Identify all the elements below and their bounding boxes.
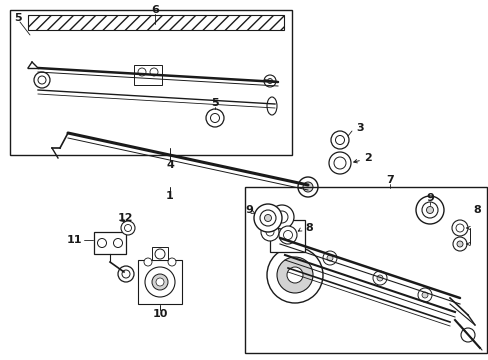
Text: 7: 7 xyxy=(386,175,393,185)
Circle shape xyxy=(460,328,474,342)
Circle shape xyxy=(261,223,279,241)
Circle shape xyxy=(260,210,275,226)
Circle shape xyxy=(415,196,443,224)
Bar xyxy=(269,220,305,252)
Text: 11: 11 xyxy=(66,235,82,245)
Circle shape xyxy=(267,78,272,84)
Circle shape xyxy=(376,275,382,281)
Circle shape xyxy=(156,278,163,286)
Circle shape xyxy=(205,109,224,127)
Circle shape xyxy=(426,207,433,213)
Circle shape xyxy=(303,182,312,192)
Circle shape xyxy=(121,221,135,235)
Circle shape xyxy=(265,228,273,236)
Circle shape xyxy=(97,239,106,248)
Text: 8: 8 xyxy=(305,223,312,233)
Circle shape xyxy=(275,211,287,223)
Text: 1: 1 xyxy=(166,191,174,201)
Circle shape xyxy=(452,237,466,251)
Text: 3: 3 xyxy=(355,123,363,133)
Bar xyxy=(244,187,486,353)
Text: 9: 9 xyxy=(425,193,433,203)
Circle shape xyxy=(143,258,152,266)
Circle shape xyxy=(145,267,175,297)
Circle shape xyxy=(328,152,350,174)
Circle shape xyxy=(122,270,130,278)
Circle shape xyxy=(417,288,431,302)
Text: 2: 2 xyxy=(364,153,371,163)
Circle shape xyxy=(333,157,346,169)
Circle shape xyxy=(266,247,323,303)
Circle shape xyxy=(34,72,50,88)
Circle shape xyxy=(168,258,176,266)
Text: 10: 10 xyxy=(152,309,167,319)
Bar xyxy=(94,232,126,254)
Circle shape xyxy=(286,267,303,283)
Bar xyxy=(10,10,291,155)
Text: 9: 9 xyxy=(244,205,252,215)
Bar xyxy=(152,247,168,260)
Circle shape xyxy=(330,131,348,149)
Circle shape xyxy=(38,76,46,84)
Circle shape xyxy=(279,226,296,244)
Circle shape xyxy=(323,251,336,265)
Circle shape xyxy=(269,205,293,229)
Circle shape xyxy=(124,225,131,231)
Circle shape xyxy=(335,135,344,144)
Ellipse shape xyxy=(266,97,276,115)
Circle shape xyxy=(253,204,282,232)
Circle shape xyxy=(326,255,332,261)
Circle shape xyxy=(138,68,146,76)
Text: 12: 12 xyxy=(118,213,133,223)
Circle shape xyxy=(276,257,312,293)
Text: 5: 5 xyxy=(14,13,22,23)
Circle shape xyxy=(264,215,271,221)
Circle shape xyxy=(421,202,437,218)
Circle shape xyxy=(152,274,168,290)
Circle shape xyxy=(456,241,462,247)
Text: 6: 6 xyxy=(151,5,159,15)
Circle shape xyxy=(421,292,427,298)
Circle shape xyxy=(297,177,317,197)
Circle shape xyxy=(118,266,134,282)
Circle shape xyxy=(210,113,219,122)
Text: 5: 5 xyxy=(211,98,218,108)
Circle shape xyxy=(451,220,467,236)
Text: 8: 8 xyxy=(472,205,480,215)
Circle shape xyxy=(150,68,158,76)
Bar xyxy=(134,65,162,85)
Circle shape xyxy=(372,271,386,285)
Circle shape xyxy=(264,75,275,87)
Circle shape xyxy=(455,224,463,232)
Circle shape xyxy=(283,230,292,239)
Bar xyxy=(138,260,182,304)
Circle shape xyxy=(113,239,122,248)
Text: 4: 4 xyxy=(166,160,174,170)
Circle shape xyxy=(155,249,164,259)
